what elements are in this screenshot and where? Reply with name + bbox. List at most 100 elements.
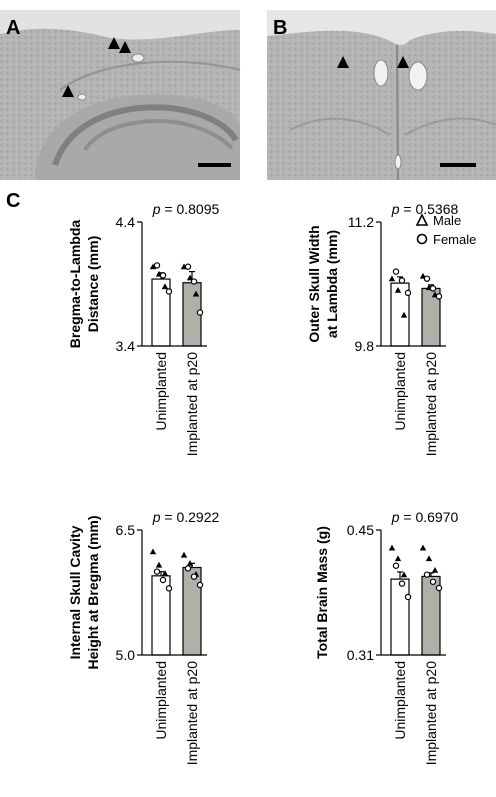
- arrowhead-marker: [62, 85, 74, 97]
- x-category-label: Implanted at p20: [423, 661, 439, 766]
- female-data-point: [184, 263, 192, 270]
- y-axis-title: Bregma-to-Lambda: [67, 220, 83, 349]
- p-value: = 0.6970: [400, 509, 459, 525]
- legend: Male Female: [415, 213, 476, 247]
- male-data-point: [149, 263, 157, 270]
- female-data-point: [392, 268, 400, 275]
- arrowhead-marker: [337, 56, 349, 68]
- y-axis-title: Distance (mm): [85, 236, 101, 332]
- male-data-point: [400, 311, 408, 318]
- y-tick-label: 0.31: [347, 647, 374, 663]
- female-data-point: [429, 285, 437, 292]
- p-symbol: p: [152, 201, 161, 217]
- male-data-point: [431, 566, 439, 573]
- circle-icon: [416, 233, 428, 245]
- female-data-point: [196, 309, 204, 316]
- micrograph-b: [267, 10, 496, 181]
- chart-outer-skull-width: p = 0.5368 11.2 9.8 Outer Skull Width at Lam…: [306, 201, 458, 456]
- male-data-point: [394, 555, 402, 562]
- male-data-point: [155, 561, 163, 568]
- scale-bar: [198, 163, 231, 167]
- female-data-point: [404, 289, 412, 297]
- y-tick-label: 9.8: [355, 338, 375, 354]
- panel-c-label: C: [6, 190, 20, 212]
- p-symbol: p: [391, 509, 400, 525]
- female-data-point: [153, 568, 161, 575]
- male-data-point: [186, 274, 194, 281]
- p-value-label: p = 0.2922: [152, 509, 220, 525]
- triangle-icon: [415, 213, 429, 226]
- arrowhead-marker: [108, 37, 120, 49]
- x-category-label: Unimplanted: [153, 661, 169, 740]
- bar-implanted: [182, 566, 202, 656]
- female-data-point: [423, 571, 431, 578]
- male-data-point: [161, 283, 169, 290]
- female-data-point: [196, 581, 204, 589]
- micrograph-a: [0, 10, 241, 180]
- female-data-point: [190, 573, 198, 580]
- male-data-point: [394, 287, 402, 293]
- panel-b: B: [267, 10, 496, 181]
- female-data-point: [159, 272, 167, 279]
- male-data-point: [388, 275, 396, 282]
- male-data-point: [149, 548, 157, 555]
- y-tick-label: 4.4: [116, 214, 136, 230]
- p-value-label: p = 0.5368: [391, 201, 459, 217]
- female-data-point: [423, 275, 431, 282]
- legend-female-label: Female: [433, 232, 476, 247]
- p-value: = 0.2922: [161, 509, 220, 525]
- male-data-point: [180, 551, 188, 558]
- y-tick-label: 6.5: [116, 522, 136, 538]
- p-value-label: p = 0.6970: [391, 509, 459, 525]
- x-category-label: Unimplanted: [392, 352, 408, 431]
- panel-a-label: A: [6, 17, 20, 39]
- male-data-point: [186, 560, 194, 566]
- x-category-label: Implanted at p20: [184, 352, 200, 457]
- chart-bregma-lambda-distance: p = 0.8095 4.4 3.4 Bregma-to-Lambda Distance…: [67, 201, 219, 456]
- scale-bar: [440, 163, 476, 167]
- p-value: = 0.8095: [161, 201, 220, 217]
- female-data-point: [165, 288, 173, 295]
- female-data-point: [404, 593, 412, 601]
- male-data-point: [419, 544, 427, 551]
- female-data-point: [435, 584, 443, 592]
- male-data-point: [400, 571, 408, 578]
- female-data-point: [165, 585, 173, 592]
- p-symbol: p: [391, 201, 400, 217]
- bar-unimplanted: [390, 578, 410, 656]
- x-category-label: Implanted at p20: [184, 661, 200, 766]
- p-value-label: p = 0.8095: [152, 201, 220, 217]
- y-axis-title: Internal Skull Cavity: [67, 525, 83, 659]
- y-axis-title: at Lambda (mm): [324, 230, 340, 338]
- chart-total-brain-mass: p = 0.6970 0.45 0.31 Total Brain Mass (g) Un…: [314, 509, 458, 765]
- male-data-point: [388, 544, 396, 551]
- y-axis-title: Outer Skull Width: [306, 225, 322, 342]
- female-data-point: [159, 576, 167, 584]
- p-symbol: p: [152, 509, 161, 525]
- female-data-point: [184, 565, 192, 572]
- y-tick-label: 3.4: [116, 338, 136, 354]
- female-data-point: [398, 580, 406, 587]
- male-data-point: [161, 570, 169, 576]
- legend-male-label: Male: [433, 213, 461, 228]
- female-data-point: [392, 562, 400, 569]
- x-category-label: Implanted at p20: [423, 352, 439, 457]
- male-data-point: [192, 290, 200, 297]
- panel-b-label: B: [273, 17, 287, 39]
- female-data-point: [190, 278, 198, 285]
- y-tick-label: 11.2: [348, 214, 374, 230]
- chart-internal-skull-height: p = 0.2922 6.5 5.0 Internal Skull Cavity Hei…: [67, 509, 219, 765]
- y-axis-title: Height at Bregma (mm): [85, 515, 101, 669]
- x-category-label: Unimplanted: [392, 661, 408, 740]
- female-data-point: [429, 578, 437, 585]
- p-value: = 0.5368: [400, 201, 459, 217]
- y-axis-title: Total Brain Mass (g): [314, 526, 330, 659]
- y-tick-label: 5.0: [116, 647, 136, 663]
- arrowhead-marker: [119, 41, 131, 53]
- male-data-point: [425, 555, 433, 562]
- female-data-point: [398, 277, 406, 284]
- y-tick-label: 0.45: [347, 522, 374, 538]
- female-data-point: [435, 293, 443, 300]
- panel-a: A: [0, 10, 241, 180]
